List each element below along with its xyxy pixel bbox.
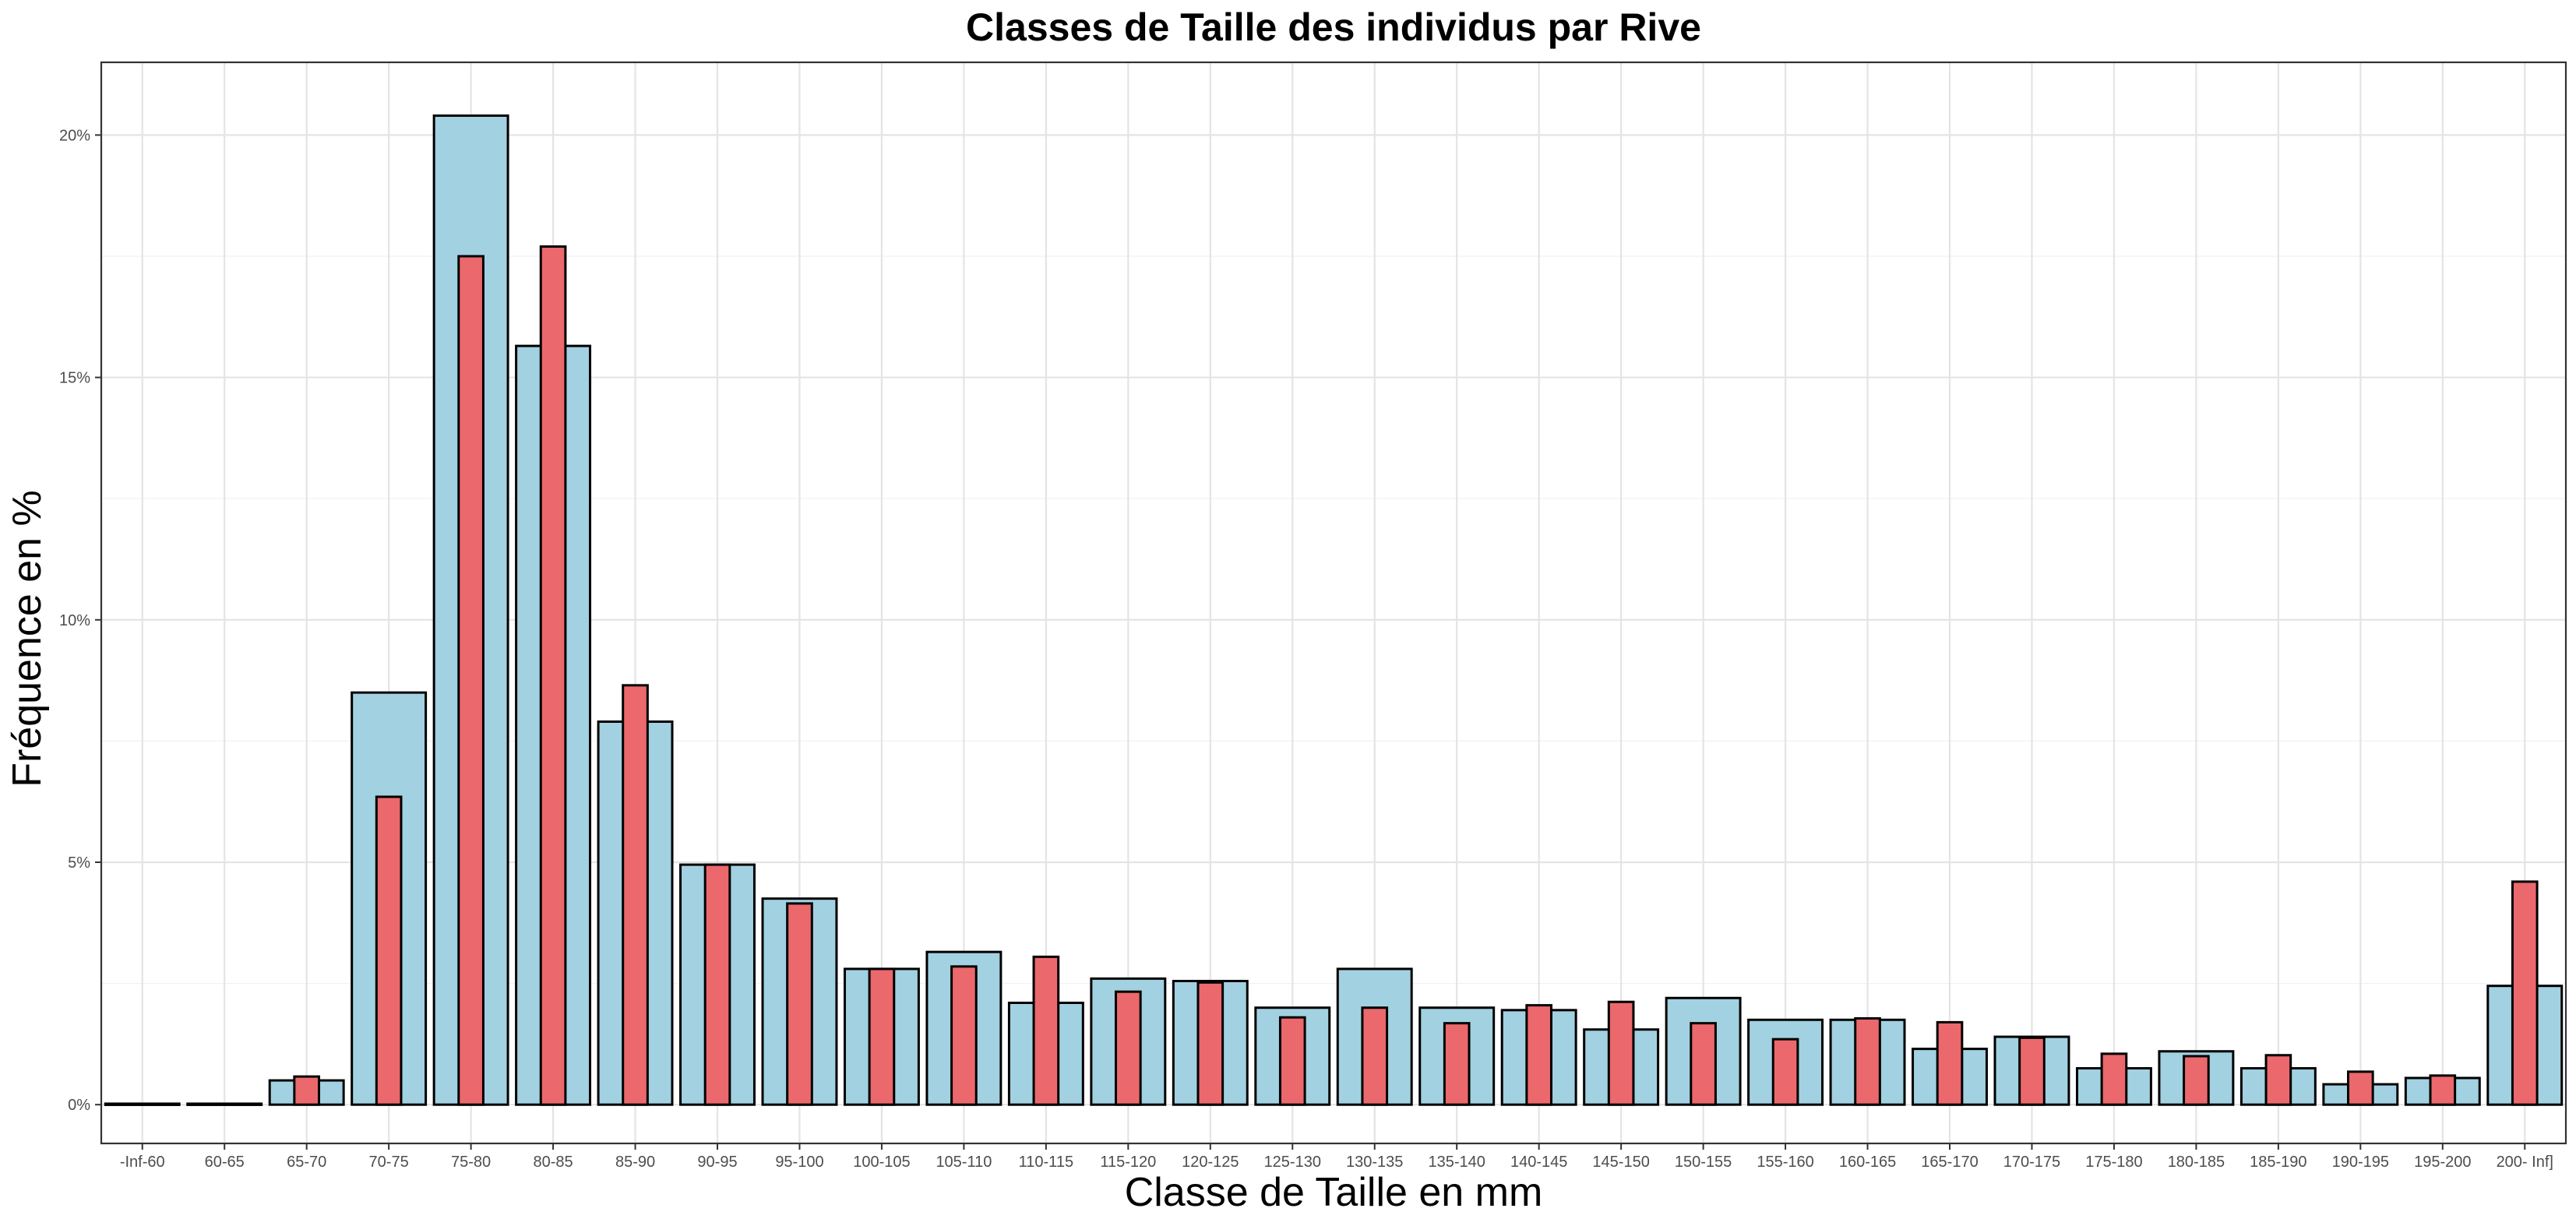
- bar-narrow-165-170: [1936, 1020, 1964, 1106]
- x-tick-label: 65-70: [287, 1154, 326, 1171]
- x-tick-label: 115-120: [1100, 1154, 1156, 1171]
- bar-narrow-95-100: [786, 902, 813, 1106]
- x-axis: -Inf-60 60-65 65-70 70-75 75-80 80-85 85-90 90-…: [120, 1143, 2553, 1171]
- x-tick-label: 105-110: [936, 1154, 992, 1171]
- panel-border: [100, 61, 2567, 1145]
- x-tick-label: 155-160: [1757, 1154, 1813, 1171]
- x-tick-label: 60-65: [205, 1154, 245, 1171]
- x-tick-label: 195-200: [2414, 1154, 2471, 1171]
- bar-narrow-65-70: [293, 1075, 320, 1106]
- bar-narrow-200- Inf]: [2511, 880, 2539, 1106]
- x-tick-label: 90-95: [697, 1154, 737, 1171]
- x-tick-label: 175-180: [2085, 1154, 2142, 1171]
- x-tick-label: 200- Inf]: [2497, 1154, 2553, 1171]
- x-tick-label: 170-175: [2003, 1154, 2060, 1171]
- bar-narrow-105-110: [950, 965, 978, 1106]
- x-tick-label: 180-185: [2168, 1154, 2225, 1171]
- x-tick-label: 185-190: [2250, 1154, 2306, 1171]
- y-axis: 0% 5% 10% 15% 20%: [59, 127, 101, 1114]
- bar-narrow-120-125: [1196, 981, 1225, 1106]
- bar-narrow-145-150: [1607, 1000, 1635, 1106]
- x-tick-label: 160-165: [1839, 1154, 1896, 1171]
- chart-title: Classes de Taille des individus par Rive: [966, 5, 1701, 49]
- bar-narrow-185-190: [2264, 1054, 2292, 1106]
- x-axis-title: Classe de Taille en mm: [1125, 1170, 1543, 1215]
- x-tick-label: 125-130: [1264, 1154, 1321, 1171]
- x-tick-label: 120-125: [1182, 1154, 1239, 1171]
- x-tick-label: -Inf-60: [120, 1154, 165, 1171]
- bar-narrow-140-145: [1525, 1004, 1552, 1106]
- x-tick-label: 135-140: [1428, 1154, 1485, 1171]
- bar-narrow-195-200: [2429, 1074, 2457, 1106]
- x-tick-label: 70-75: [369, 1154, 409, 1171]
- y-tick-label: 0%: [68, 1097, 90, 1114]
- y-tick-label: 20%: [59, 127, 90, 144]
- bar-narrow-75-80: [457, 255, 485, 1106]
- bar-narrow-115-120: [1115, 990, 1142, 1106]
- x-tick-label: 75-80: [451, 1154, 491, 1171]
- bar-narrow-170-175: [2018, 1036, 2046, 1106]
- x-tick-label: 100-105: [853, 1154, 910, 1171]
- x-tick-label: 140-145: [1510, 1154, 1567, 1171]
- x-tick-label: 190-195: [2332, 1154, 2389, 1171]
- x-tick-label: 130-135: [1346, 1154, 1403, 1171]
- x-tick-label: 80-85: [533, 1154, 573, 1171]
- bar-narrow-180-185: [2183, 1055, 2210, 1106]
- x-tick-label: 110-115: [1019, 1154, 1073, 1171]
- bar-narrow-125-130: [1278, 1016, 1306, 1106]
- x-tick-label: 165-170: [1921, 1154, 1978, 1171]
- y-tick-label: 10%: [59, 612, 90, 629]
- bar-narrow-160-165: [1854, 1016, 1881, 1106]
- bar-narrow-80-85: [539, 245, 567, 1106]
- bar-narrow-90-95: [703, 863, 731, 1106]
- bar-narrow-110-115: [1032, 955, 1060, 1106]
- x-tick-label: 150-155: [1675, 1154, 1732, 1171]
- y-tick-label: 15%: [59, 370, 90, 387]
- bar-narrow-100-105: [868, 967, 896, 1106]
- bar-narrow-155-160: [1771, 1038, 1799, 1106]
- bar-narrow-135-140: [1443, 1022, 1471, 1106]
- x-tick-label: 95-100: [775, 1154, 823, 1171]
- bar-narrow-150-155: [1690, 1022, 1717, 1106]
- bar-narrow-190-195: [2347, 1070, 2374, 1106]
- bar-narrow-175-180: [2100, 1052, 2128, 1106]
- x-tick-label: 85-90: [615, 1154, 655, 1171]
- bar-wide-60-65: [186, 1102, 263, 1106]
- bar-narrow-130-135: [1361, 1006, 1389, 1106]
- bar-wide--Inf-60: [104, 1102, 181, 1106]
- bar-narrow-70-75: [375, 795, 403, 1106]
- y-tick-label: 5%: [68, 854, 90, 872]
- bars: [104, 114, 2564, 1106]
- x-tick-label: 145-150: [1592, 1154, 1649, 1171]
- y-axis-title: Fréquence en %: [5, 490, 50, 787]
- bar-narrow-85-90: [622, 684, 649, 1106]
